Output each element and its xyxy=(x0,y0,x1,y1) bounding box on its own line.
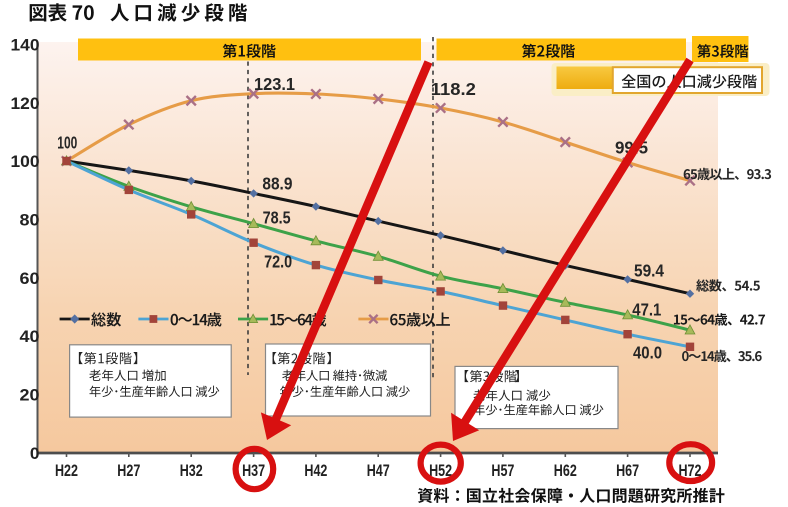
svg-text:H72: H72 xyxy=(679,462,702,480)
svg-text:100: 100 xyxy=(11,152,40,171)
svg-text:40: 40 xyxy=(20,327,40,346)
svg-text:20: 20 xyxy=(20,386,40,405)
svg-text:72.0: 72.0 xyxy=(264,252,292,272)
svg-text:H62: H62 xyxy=(554,462,577,480)
svg-text:47.1: 47.1 xyxy=(632,300,661,320)
svg-text:H52: H52 xyxy=(429,462,452,480)
svg-text:40.0: 40.0 xyxy=(633,343,662,363)
svg-text:140: 140 xyxy=(11,36,40,55)
svg-text:H27: H27 xyxy=(117,462,140,480)
svg-text:120: 120 xyxy=(11,94,40,113)
svg-text:59.4: 59.4 xyxy=(634,261,664,281)
svg-text:0: 0 xyxy=(30,444,40,463)
svg-text:H67: H67 xyxy=(616,462,639,480)
svg-text:60: 60 xyxy=(20,269,40,288)
svg-text:H47: H47 xyxy=(367,462,390,480)
svg-text:118.2: 118.2 xyxy=(431,79,476,99)
svg-text:H57: H57 xyxy=(491,462,514,480)
svg-text:80: 80 xyxy=(20,211,40,230)
svg-text:100: 100 xyxy=(57,133,77,153)
svg-text:H42: H42 xyxy=(304,462,327,480)
svg-text:123.1: 123.1 xyxy=(254,74,295,94)
svg-text:H37: H37 xyxy=(242,462,265,480)
svg-text:78.5: 78.5 xyxy=(263,208,291,228)
svg-text:H32: H32 xyxy=(180,462,203,480)
svg-text:88.9: 88.9 xyxy=(262,174,292,194)
svg-text:H22: H22 xyxy=(55,462,78,480)
